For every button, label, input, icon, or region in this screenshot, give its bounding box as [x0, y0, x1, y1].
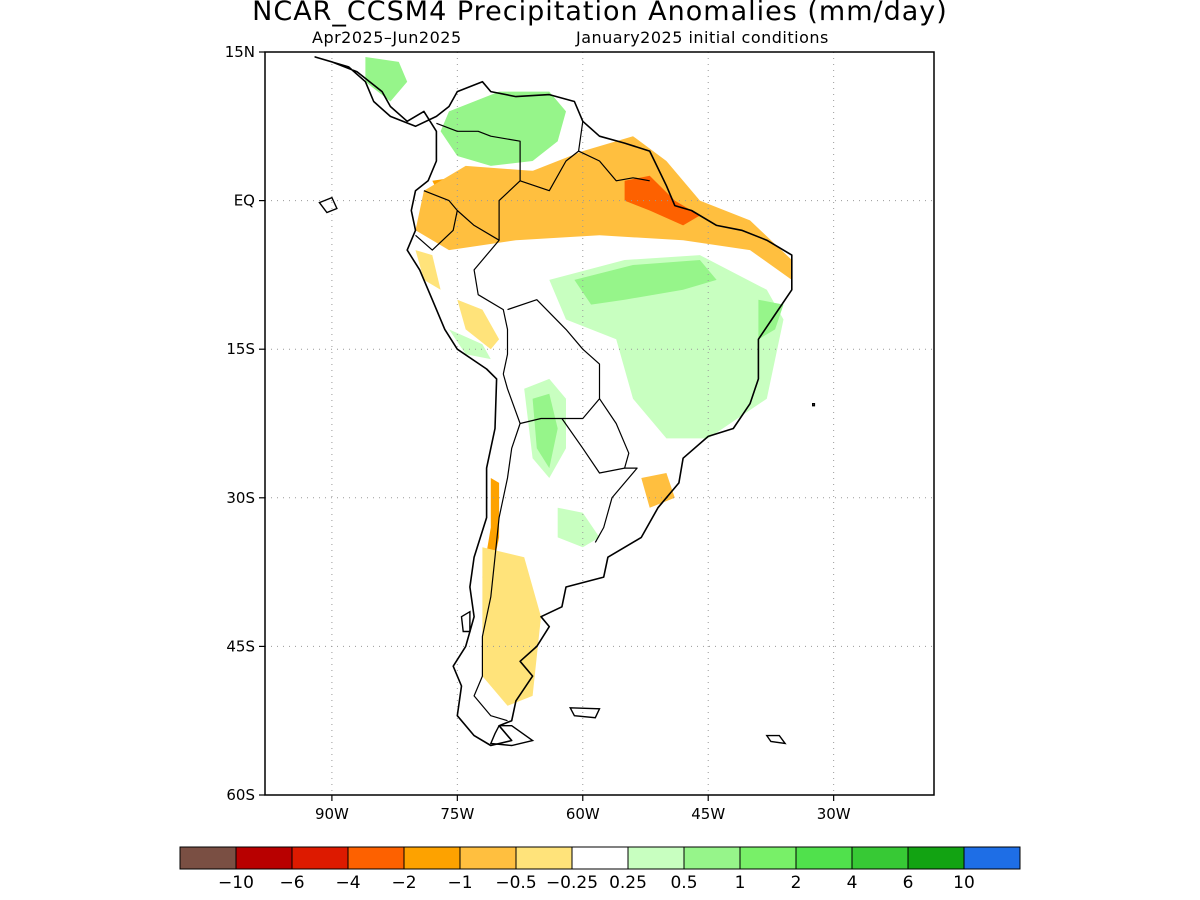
anomaly-region-amazon-mild-dry	[415, 136, 792, 280]
colorbar-label: −0.5	[495, 873, 536, 893]
colorbar-swatch	[739, 846, 797, 870]
forecast-period: Apr2025–Jun2025	[312, 28, 462, 47]
lat-tick-label: 60S	[226, 786, 255, 804]
colorbar-swatch	[179, 846, 237, 870]
colorbar-swatch	[459, 846, 517, 870]
colorbar-swatch	[235, 846, 293, 870]
lat-tick-label: 30S	[226, 489, 255, 507]
anomaly-region-patagonia-dry	[482, 547, 541, 706]
colorbar-swatch	[907, 846, 965, 870]
coastlines	[314, 0, 816, 747]
anomaly-region-peru-coast-dry	[415, 250, 441, 290]
lon-tick-label: 45W	[691, 805, 725, 823]
colorbar-label: 2	[791, 873, 802, 893]
anomaly-region-peru-mild-dry	[457, 299, 500, 350]
country-border	[578, 150, 650, 182]
island-outline	[524, 17, 537, 23]
country-border	[473, 423, 521, 722]
colorbar-label: −2	[391, 873, 416, 893]
colorbar-swatch	[571, 846, 629, 870]
anomaly-region-venezuela-moderate-wet	[440, 91, 566, 166]
island-outline	[812, 403, 816, 407]
island-outline	[569, 707, 601, 719]
island-outline	[765, 734, 787, 745]
anomaly-region-brazil-core-wet	[574, 260, 717, 305]
colorbar-swatch	[851, 846, 909, 870]
island-outline	[489, 725, 535, 747]
country-border	[519, 121, 584, 192]
colorbar: −10 −6 −4 −2 −1 −0.5 −0.25 0.25 0.5 1 2 4 6 10	[179, 846, 1021, 893]
colorbar-label: −10	[218, 873, 254, 893]
colorbar-swatch	[515, 846, 573, 870]
colorbar-label: −4	[335, 873, 360, 893]
country-border	[436, 122, 521, 241]
colorbar-label: 10	[953, 873, 975, 893]
lon-tick-label: 75W	[440, 805, 474, 823]
colorbar-swatch	[683, 846, 741, 870]
anomaly-region-chaco-wet	[532, 393, 558, 469]
anomaly-shading	[365, 57, 792, 706]
colorbar-label: 0.25	[609, 873, 647, 893]
anomaly-region-peru-wet	[449, 329, 491, 360]
anomaly-region-southern-brazil-dry	[641, 473, 675, 508]
lat-tick-label: 45S	[226, 637, 255, 655]
anomaly-region-para-strong-dry	[624, 175, 700, 226]
map-frame	[264, 51, 935, 796]
colorbar-swatch	[627, 846, 685, 870]
lon-tick-label: 30W	[817, 805, 851, 823]
anomaly-region-pampas-wet	[557, 507, 600, 548]
colorbar-swatch	[403, 846, 461, 870]
colorbar-label: −1	[447, 873, 472, 893]
island-outline	[318, 196, 338, 214]
anomaly-region-central-america-wet	[365, 57, 408, 102]
colorbar-label: 4	[847, 873, 858, 893]
country-border	[456, 210, 509, 375]
axis-ticks: 15N EQ 15S 30S 45S 60S 90W 75W 60W 45W 30W	[225, 43, 851, 823]
country-border	[415, 190, 458, 251]
map-title: NCAR_CCSM4 Precipitation Anomalies (mm/d…	[252, 0, 948, 27]
island-outline	[416, 0, 508, 22]
colorbar-swatch	[291, 846, 349, 870]
country-border	[502, 299, 601, 425]
lat-tick-label: 15S	[226, 340, 255, 358]
colorbar-label: 1	[735, 873, 746, 893]
lon-tick-label: 60W	[566, 805, 600, 823]
colorbar-swatch	[347, 846, 405, 870]
colorbar-swatch	[963, 846, 1021, 870]
colorbar-label: −6	[279, 873, 304, 893]
country-border	[594, 467, 638, 543]
initial-conditions: January2025 initial conditions	[576, 28, 829, 47]
lat-tick-label: EQ	[234, 192, 255, 210]
lon-tick-label: 90W	[315, 805, 349, 823]
colorbar-label: −0.25	[546, 873, 598, 893]
colorbar-swatch	[795, 846, 853, 870]
colorbar-label: 6	[903, 873, 914, 893]
colorbar-label: 0.5	[670, 873, 697, 893]
lat-tick-label: 15N	[225, 43, 255, 61]
island-outline	[460, 610, 471, 633]
continent-coastline	[314, 56, 793, 747]
